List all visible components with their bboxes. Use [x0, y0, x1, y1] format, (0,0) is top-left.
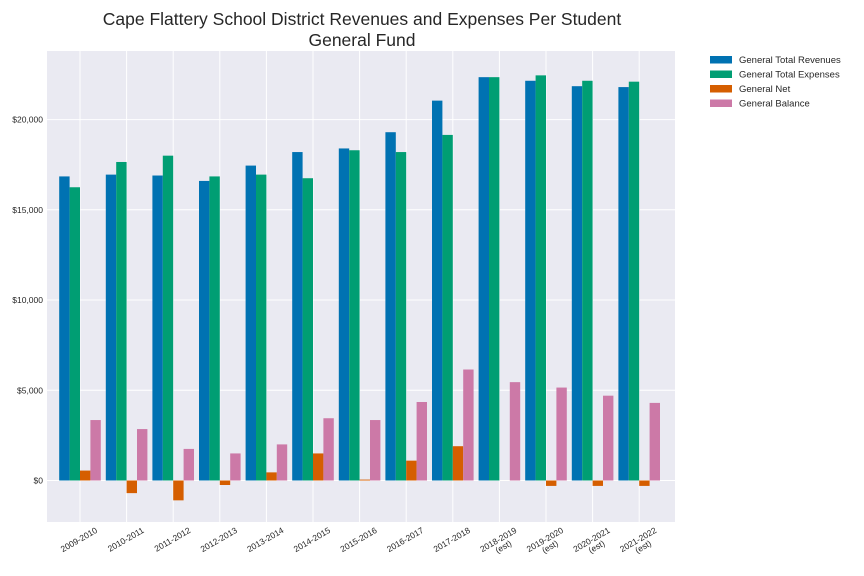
- bar: [628, 81, 640, 481]
- bar: [571, 86, 583, 481]
- chart-title: Cape Flattery School District Revenues a…: [103, 9, 622, 29]
- x-tick-label-group: 2011-2012: [153, 525, 193, 554]
- bar: [302, 178, 313, 481]
- chart-subtitle: General Fund: [308, 30, 415, 50]
- bar: [442, 134, 453, 481]
- bar: [618, 87, 629, 481]
- x-tick-label-group: 2017-2018: [432, 525, 472, 554]
- x-tick-label: 2017-2018: [432, 525, 472, 554]
- bar: [478, 77, 489, 481]
- bar: [126, 480, 137, 494]
- bar: [385, 132, 396, 481]
- x-tick-label: 2011-2012: [153, 525, 193, 554]
- x-tick-label-group: 2015-2016: [338, 525, 378, 554]
- bar: [230, 453, 241, 481]
- bar: [162, 155, 174, 481]
- x-tick-label-group: 2020-2021(est): [571, 525, 611, 555]
- legend-label: General Net: [739, 84, 791, 95]
- bar: [452, 446, 464, 481]
- y-tick-label: $5,000: [17, 385, 43, 395]
- bar: [245, 165, 256, 481]
- bar: [370, 420, 381, 481]
- x-tick-label-group: 2013-2014: [245, 525, 285, 554]
- x-tick-label-group: 2016-2017: [385, 525, 425, 554]
- bar: [416, 401, 427, 481]
- bar: [90, 420, 101, 481]
- legend-swatch: [710, 56, 732, 64]
- bar: [639, 480, 650, 486]
- y-axis-ticks: $0 $5,000 $10,000 $15,000 $20,000: [12, 115, 43, 486]
- x-tick-label: 2015-2016: [338, 525, 378, 554]
- x-tick-label-group: 2018-2019(est): [478, 525, 518, 555]
- legend: General Total Revenues General Total Expe…: [710, 55, 841, 110]
- legend-label: General Balance: [739, 99, 810, 110]
- bar: [338, 148, 350, 481]
- bar: [59, 176, 70, 481]
- bar: [535, 75, 546, 481]
- bar: [546, 480, 557, 486]
- bar: [406, 460, 417, 481]
- bar: [209, 176, 220, 481]
- bar: [359, 479, 370, 481]
- legend-swatch: [710, 85, 732, 93]
- bar: [116, 161, 127, 481]
- bar: [276, 444, 288, 481]
- x-tick-label: 2013-2014: [245, 525, 285, 554]
- bar: [509, 382, 521, 481]
- bar: [199, 180, 210, 481]
- bars: [59, 75, 660, 501]
- bar: [219, 480, 231, 486]
- x-tick-label-group: 2021-2022(est): [618, 525, 658, 555]
- x-tick-label: 2010-2011: [106, 525, 146, 554]
- bar: [463, 369, 474, 481]
- x-tick-label: 2012-2013: [199, 525, 239, 554]
- bar: [266, 472, 277, 481]
- x-tick-label: 2016-2017: [385, 525, 425, 554]
- bar: [592, 480, 603, 486]
- x-axis-ticks: 2009-2010 2010-2011 2011-2012 2012-2013 2013…: [59, 525, 659, 555]
- bar: [323, 418, 334, 481]
- bar: [105, 174, 117, 481]
- bar: [137, 429, 148, 481]
- bar: [582, 80, 593, 481]
- x-tick-label-group: 2012-2013: [199, 525, 239, 554]
- bar: [69, 187, 80, 481]
- y-tick-label: $15,000: [12, 205, 43, 215]
- legend-swatch: [710, 70, 732, 78]
- y-tick-label: $0: [34, 475, 44, 485]
- bar: [313, 453, 324, 481]
- bar: [556, 387, 567, 481]
- x-tick-label: 2014-2015: [292, 525, 332, 554]
- x-tick-label-group: 2009-2010: [59, 525, 99, 554]
- plot-area: [47, 51, 675, 522]
- bar: [80, 470, 91, 481]
- bar: [152, 175, 163, 481]
- legend-swatch: [710, 99, 732, 107]
- legend-label: General Total Revenues: [739, 55, 841, 66]
- y-tick-label: $20,000: [12, 115, 43, 125]
- bar: [432, 100, 443, 481]
- bar: [292, 152, 303, 481]
- bar: [349, 150, 360, 481]
- x-tick-label-group: 2014-2015: [292, 525, 332, 554]
- x-tick-label: 2009-2010: [59, 525, 99, 554]
- y-tick-label: $10,000: [12, 295, 43, 305]
- bar: [183, 448, 194, 481]
- bar: [603, 395, 614, 481]
- bar: [256, 174, 267, 481]
- bar: [489, 77, 500, 481]
- bar: [525, 80, 536, 481]
- bar: [649, 402, 660, 481]
- legend-label: General Total Expenses: [739, 70, 840, 81]
- bar: [173, 480, 184, 501]
- x-tick-label-group: 2019-2020(est): [525, 525, 565, 555]
- x-tick-label-group: 2010-2011: [106, 525, 146, 554]
- bar: [395, 152, 407, 481]
